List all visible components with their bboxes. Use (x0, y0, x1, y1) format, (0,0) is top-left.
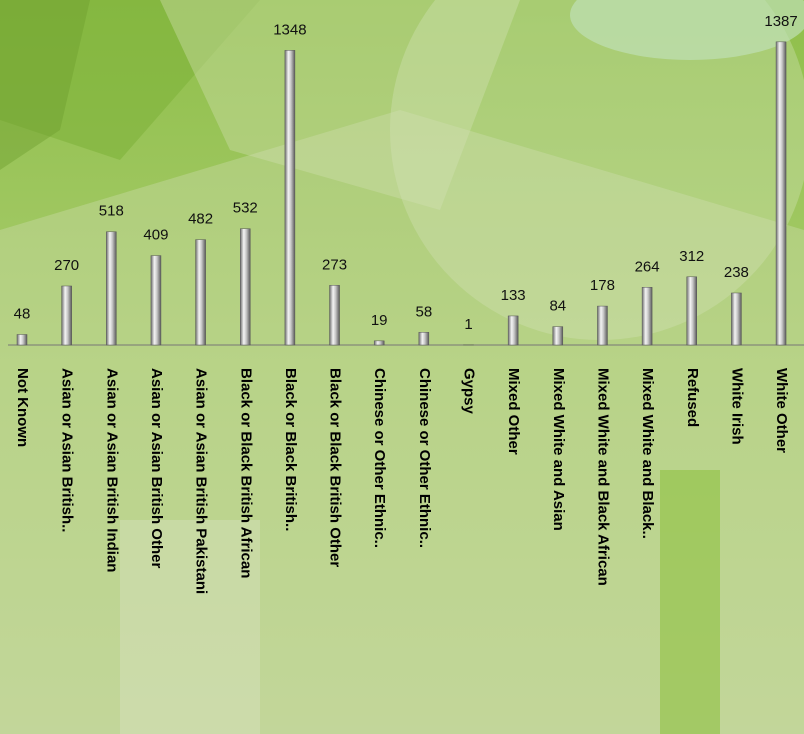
x-tick-label: Asian or Asian British Indian (103, 368, 120, 572)
bar (731, 292, 742, 346)
x-tick-label: Black or Black British African (237, 368, 254, 578)
value-label: 58 (416, 303, 433, 320)
value-label: 1 (464, 316, 472, 333)
x-tick-label: Chinese or Other Ethnic.. (371, 368, 388, 548)
value-label: 19 (371, 312, 388, 329)
x-tick-label: Mixed Other (505, 368, 522, 455)
bar (373, 340, 385, 346)
bar (284, 50, 296, 346)
value-label: 238 (724, 264, 749, 281)
value-label: 133 (501, 287, 526, 304)
value-label: 312 (679, 248, 704, 265)
bar (552, 326, 564, 346)
x-tick-label: Chinese or Other Ethnic.. (416, 368, 433, 548)
x-tick-label: Mixed White and Asian (550, 368, 567, 531)
value-label: 273 (322, 256, 347, 273)
x-tick-label: Mixed White and Black African (594, 368, 611, 586)
bar (106, 231, 117, 346)
bar (775, 41, 787, 346)
bar (61, 285, 72, 346)
value-label: 264 (635, 258, 660, 275)
x-tick-label: Not Known (14, 368, 31, 447)
bar (195, 239, 206, 346)
value-label: 532 (233, 200, 258, 217)
x-tick-label: White Other (773, 368, 790, 453)
x-tick-label: Asian or Asian British.. (59, 368, 76, 532)
x-tick-label: Black or Black British.. (282, 368, 299, 531)
bar (329, 285, 340, 346)
x-tick-label: Asian or Asian British Other (148, 368, 165, 568)
x-tick-label: Mixed White and Black.. (639, 368, 656, 539)
bar (240, 228, 251, 346)
value-label: 178 (590, 277, 615, 294)
value-label: 1348 (273, 21, 306, 38)
bar (597, 305, 608, 346)
x-tick-label: Refused (684, 368, 701, 427)
value-label: 84 (549, 298, 566, 315)
value-label: 270 (54, 257, 79, 274)
x-tick-label: White Irish (728, 368, 745, 445)
x-tick-label: Black or Black British Other (327, 368, 344, 567)
bar (16, 334, 28, 346)
x-tick-label: Asian or Asian British Pakistani (193, 368, 210, 594)
bar (686, 276, 697, 346)
bar (150, 255, 162, 346)
value-label: 1387 (764, 13, 797, 30)
bar (418, 332, 430, 346)
bar (641, 287, 653, 346)
value-label: 48 (14, 305, 31, 322)
value-label: 409 (143, 227, 168, 244)
value-label: 482 (188, 211, 213, 228)
value-label: 518 (99, 203, 124, 220)
x-tick-label: Gypsy (461, 368, 478, 415)
bar (507, 315, 519, 346)
